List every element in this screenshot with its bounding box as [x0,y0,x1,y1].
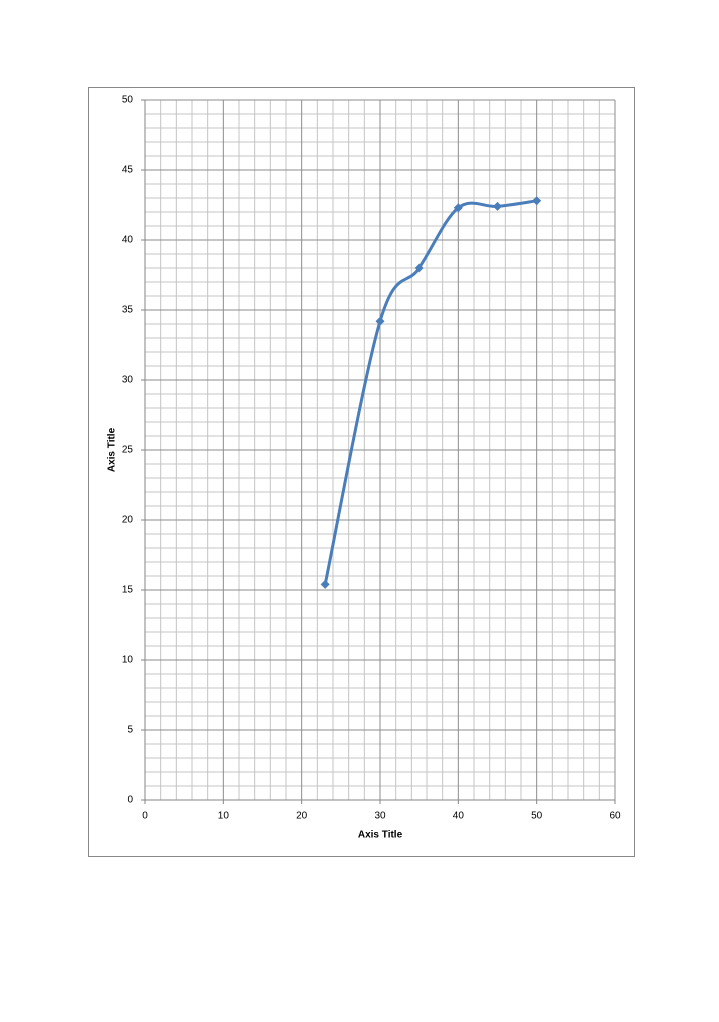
x-tick-label: 50 [531,811,543,822]
chart-frame [88,87,635,857]
marker [532,196,542,206]
x-axis-title: Axis Title [358,830,403,841]
x-tick-label: 30 [374,811,386,822]
x-tick-label: 20 [296,811,308,822]
y-tick-label: 35 [122,305,134,316]
x-tick-label: 10 [218,811,230,822]
y-tick-label: 10 [122,655,134,666]
y-tick-label: 5 [127,725,133,736]
y-tick-label: 50 [122,95,134,106]
y-tick-label: 20 [122,515,134,526]
y-tick-label: 40 [122,235,134,246]
grid: 0 10 20 30 40 50 60 0 5 10 15 20 25 30 35 40 45 50 [122,95,621,822]
x-tick-label: 0 [142,811,148,822]
marker [493,201,502,211]
plot [320,196,542,589]
y-axis-title: Axis Title [107,427,118,472]
y-tick-label: 0 [127,795,133,806]
marker [375,316,385,326]
marker [320,579,330,589]
y-tick-label: 15 [122,585,134,596]
y-tick-label: 45 [122,165,134,176]
marker [453,203,463,213]
y-tick-label: 30 [122,375,134,386]
x-tick-label: 40 [453,811,465,822]
x-tick-label: 60 [609,811,621,822]
marker [414,263,424,273]
y-tick-label: 25 [122,445,134,456]
